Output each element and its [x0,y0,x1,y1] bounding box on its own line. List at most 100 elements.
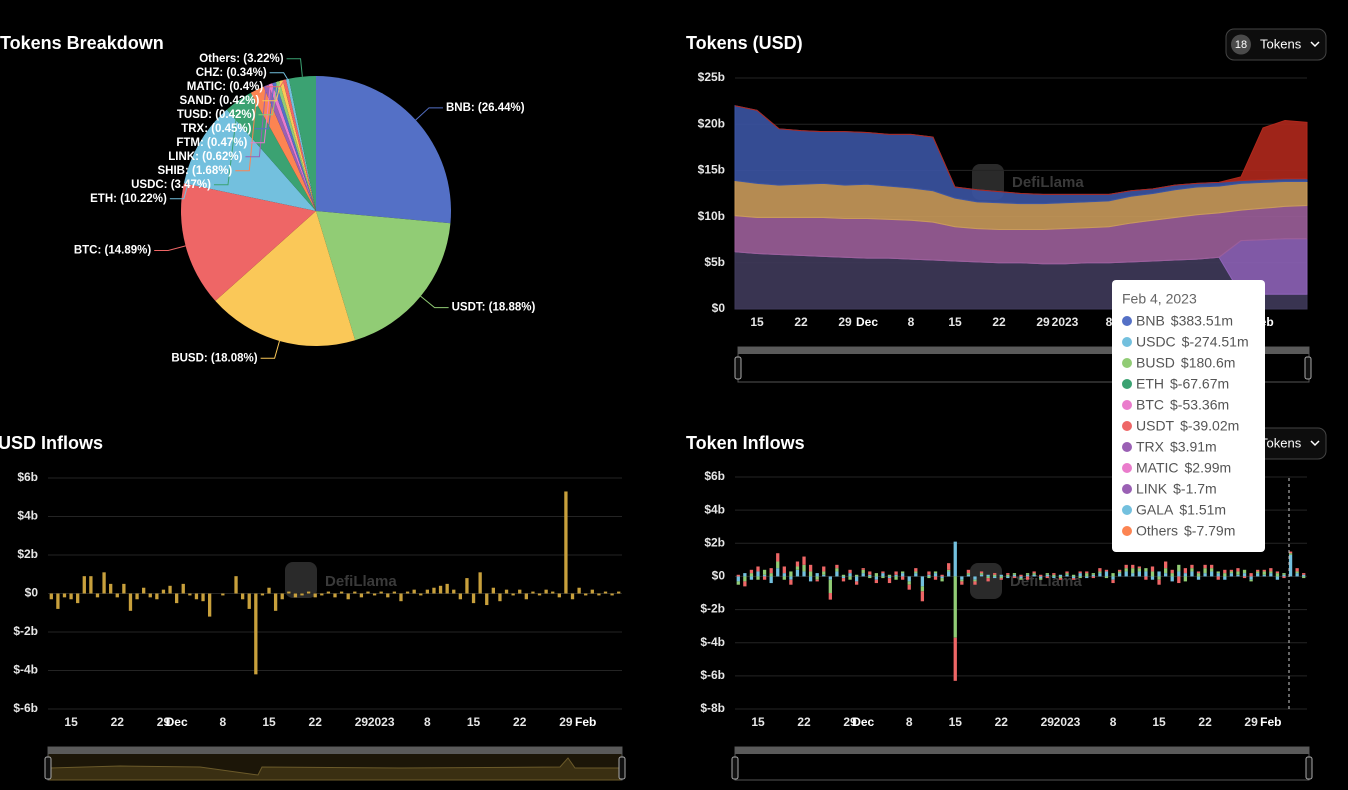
bar [1196,573,1201,577]
x-tick-label: 15 [751,715,765,729]
bar [557,593,561,598]
slider-handle[interactable] [618,756,626,780]
dropdown-label: Tokens [1260,36,1302,51]
bar [610,593,614,596]
legend-dot [1122,484,1132,494]
y-tick-label: $0 [712,301,726,315]
bar [887,576,892,579]
bar [979,571,984,574]
bar [927,576,931,579]
pie-slice [215,211,356,346]
pie-slice [282,79,316,212]
bar [1117,569,1122,572]
y-tick-label: $-4b [700,635,725,649]
chart-title: Tokens Breakdown [0,33,164,53]
bar [498,593,502,602]
x-tick-label: 8 [1110,715,1117,729]
bar [1131,564,1135,569]
bar [438,585,443,594]
bar [293,593,298,598]
x-tick-label: 15 [750,315,764,329]
leader-line [258,81,279,116]
slider-handle[interactable] [1305,756,1313,780]
bar [993,573,997,575]
bar [907,581,911,585]
pie-slice [181,183,316,301]
bar [458,593,463,600]
watermark-icon [285,562,317,598]
bar [1104,576,1109,579]
bar [776,553,780,562]
slider-handle[interactable] [734,356,742,380]
bar [399,593,403,602]
x-tick-label: 22 [111,715,125,729]
bar [1256,573,1260,577]
dropdown-box[interactable] [1225,28,1327,61]
y-tick-label: $0 [712,569,726,583]
bar [835,568,839,572]
chevron [1310,440,1320,447]
bar [1019,576,1023,579]
slider-handle[interactable] [1304,356,1312,380]
bar [504,589,509,594]
bar [1045,574,1049,577]
bar [1262,574,1266,577]
slider-bar[interactable] [735,747,1309,754]
bar [1170,569,1174,574]
bar [287,591,291,594]
bar [1183,576,1188,582]
bar [1223,573,1227,577]
y-tick-label: $2b [17,547,38,561]
bar [1006,574,1010,577]
bar [966,574,971,577]
bar [1210,564,1214,569]
bar [1144,571,1148,577]
bar [386,593,390,598]
bar [584,593,588,596]
bar [1150,576,1155,580]
x-tick-label: Feb [1260,715,1281,729]
bar [1078,573,1082,577]
bar [736,581,740,585]
bar [537,593,542,596]
bar [551,591,555,594]
bar [201,593,205,602]
slider-bar[interactable] [738,347,1309,354]
token-count: 18 [1235,39,1247,51]
y-tick-label: $-6b [13,701,38,715]
bar [986,578,990,582]
tooltip-value: $-274.51m [1182,334,1249,350]
y-tick-label: $5b [704,255,725,269]
bar [749,576,754,580]
bar [907,576,911,582]
chart-title: USD Inflows [0,433,103,453]
bar [56,593,60,609]
chart-title: Tokens (USD) [686,33,803,53]
bar [1091,574,1095,577]
bar [1190,568,1194,572]
bar [979,573,984,575]
bar [207,593,212,617]
leader-line [269,72,288,80]
bar [280,593,284,600]
bar [1039,574,1043,577]
bar [887,574,892,577]
bar [868,571,872,575]
bar [1098,568,1102,572]
bar [1262,569,1266,572]
count-badge [1231,34,1251,55]
slider-bar[interactable] [48,747,622,754]
bar [1006,576,1010,579]
slider-handle[interactable] [44,756,52,780]
bar [1117,573,1122,577]
zoom-slider[interactable] [44,746,626,781]
bar [1137,566,1141,569]
zoom-slider[interactable] [734,346,1312,383]
slider-handle[interactable] [731,756,739,780]
bar [1144,568,1148,572]
x-tick-label: 15 [64,715,78,729]
bar [128,593,133,611]
zoom-slider[interactable] [731,746,1313,781]
token-dropdown[interactable]: 18 Tokens [1225,28,1327,61]
bar [762,576,767,580]
